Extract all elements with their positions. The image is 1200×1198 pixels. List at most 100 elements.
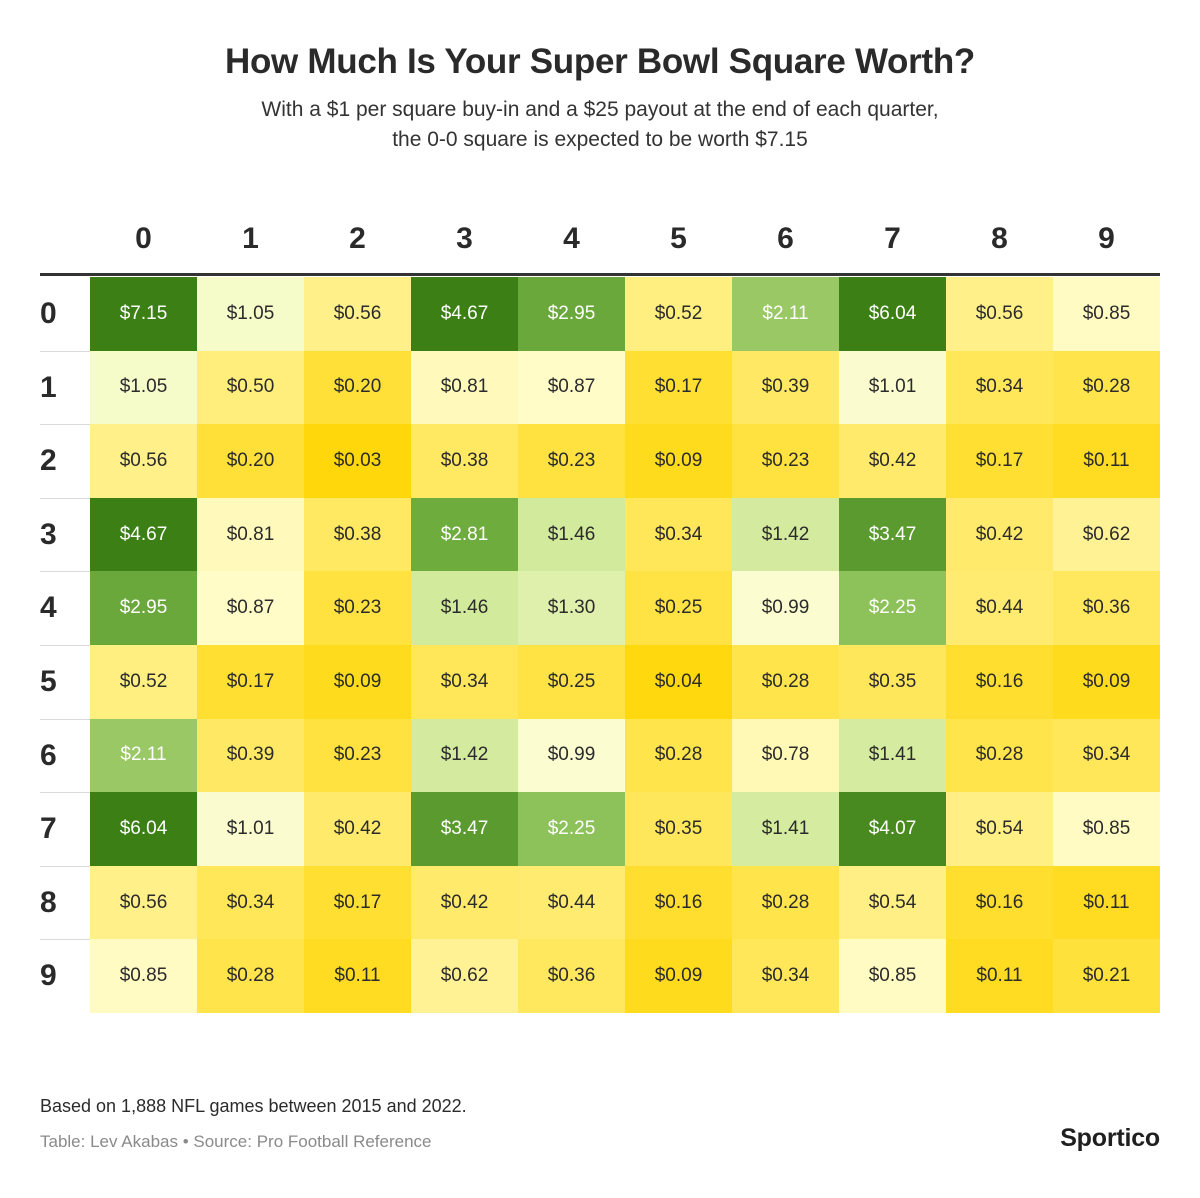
heatmap-cell: $0.17 — [304, 865, 411, 940]
row-divider — [40, 424, 90, 426]
heatmap-cell: $0.44 — [946, 571, 1053, 645]
heatmap-cell: $0.28 — [625, 718, 732, 793]
sportico-logo: Sportico — [1060, 1124, 1160, 1152]
column-header-5: 5 — [670, 222, 687, 255]
heatmap-cell: $0.39 — [197, 718, 304, 793]
row-header-3: 3 — [40, 517, 57, 551]
heatmap-cell: $0.44 — [518, 865, 625, 940]
heatmap-cell: $2.25 — [839, 571, 946, 645]
heatmap-cell: $2.95 — [90, 571, 197, 645]
heatmap-cell: $2.95 — [518, 277, 625, 351]
heatmap-cell: $0.28 — [1053, 350, 1160, 425]
row-divider — [40, 792, 90, 794]
row-header-5: 5 — [40, 665, 57, 698]
heatmap-cell: $3.47 — [411, 792, 518, 866]
heatmap-cell: $0.85 — [1053, 277, 1160, 351]
heatmap-cell: $2.11 — [90, 718, 197, 793]
chart-subtitle: With a $1 per square buy-in and a $25 pa… — [0, 95, 1200, 155]
heatmap-cell: $0.81 — [197, 497, 304, 572]
heatmap-cell: $0.42 — [304, 792, 411, 866]
column-header-8: 8 — [991, 222, 1008, 255]
heatmap-cell: $0.42 — [839, 424, 946, 498]
column-header-4: 4 — [563, 222, 580, 255]
heatmap-cell: $0.87 — [518, 350, 625, 425]
heatmap-cell: $0.85 — [90, 939, 197, 1013]
row-divider — [40, 718, 90, 720]
heatmap-cell: $1.05 — [197, 277, 304, 351]
heatmap-cell: $0.23 — [732, 424, 839, 498]
heatmap-cell: $2.81 — [411, 497, 518, 572]
column-header-2: 2 — [349, 222, 366, 255]
heatmap-cell: $1.05 — [90, 350, 197, 425]
column-header-rule — [40, 273, 1160, 276]
heatmap-cell: $6.04 — [839, 277, 946, 351]
row-divider — [40, 350, 90, 352]
heatmap-cell: $1.42 — [732, 497, 839, 572]
heatmap-cell: $3.47 — [839, 497, 946, 572]
heatmap-cell: $0.52 — [90, 645, 197, 719]
heatmap-cell: $0.11 — [1053, 865, 1160, 940]
heatmap-cell: $0.54 — [839, 865, 946, 940]
heatmap-cell: $0.16 — [625, 865, 732, 940]
source-credit: Table: Lev Akabas • Source: Pro Football… — [40, 1132, 432, 1151]
heatmap-cell: $0.56 — [304, 277, 411, 351]
footnote: Based on 1,888 NFL games between 2015 an… — [40, 1096, 467, 1116]
heatmap-cell: $0.50 — [197, 350, 304, 425]
heatmap-cell: $0.81 — [411, 350, 518, 425]
heatmap-cell: $0.42 — [946, 497, 1053, 572]
heatmap-cell: $0.35 — [839, 645, 946, 719]
heatmap-cell: $6.04 — [90, 792, 197, 866]
heatmap-cell: $4.67 — [90, 497, 197, 572]
heatmap-cell: $0.99 — [518, 718, 625, 793]
row-header-8: 8 — [40, 885, 57, 919]
heatmap-cell: $0.03 — [304, 424, 411, 498]
heatmap-cell: $0.39 — [732, 350, 839, 425]
heatmap-cell: $7.15 — [90, 277, 197, 351]
heatmap-cell: $0.85 — [839, 939, 946, 1013]
row-divider — [40, 645, 90, 646]
heatmap-cell: $0.28 — [946, 718, 1053, 793]
heatmap-cell: $1.41 — [839, 718, 946, 793]
heatmap-cell: $1.46 — [411, 571, 518, 645]
heatmap-cell: $1.41 — [732, 792, 839, 866]
heatmap-cell: $0.78 — [732, 718, 839, 793]
row-divider — [40, 571, 90, 573]
heatmap-cell: $0.34 — [946, 350, 1053, 425]
heatmap-cell: $0.34 — [197, 865, 304, 940]
heatmap-cell: $0.35 — [625, 792, 732, 866]
heatmap-cell: $0.16 — [946, 865, 1053, 940]
heatmap-cell: $0.56 — [90, 865, 197, 940]
heatmap-cell: $0.99 — [732, 571, 839, 645]
column-header-6: 6 — [777, 222, 794, 255]
row-divider — [40, 497, 90, 499]
heatmap-cell: $0.34 — [625, 497, 732, 572]
heatmap-cell: $0.28 — [197, 939, 304, 1013]
heatmap-cell: $0.17 — [946, 424, 1053, 498]
heatmap-cell: $0.52 — [625, 277, 732, 351]
subtitle-line-2: the 0-0 square is expected to be worth $… — [392, 128, 808, 151]
chart-title: How Much Is Your Super Bowl Square Worth… — [225, 42, 975, 81]
row-header-9: 9 — [40, 959, 57, 993]
heatmap-cell: $0.17 — [197, 645, 304, 719]
column-header-0: 0 — [135, 222, 152, 255]
heatmap-cell: $1.42 — [411, 718, 518, 793]
heatmap-cell: $0.34 — [732, 939, 839, 1013]
row-header-7: 7 — [40, 812, 57, 846]
row-header-4: 4 — [40, 591, 57, 625]
heatmap-cell: $0.11 — [946, 939, 1053, 1013]
column-header-3: 3 — [456, 222, 473, 255]
subtitle-line-1: With a $1 per square buy-in and a $25 pa… — [261, 98, 939, 121]
heatmap-cell: $4.07 — [839, 792, 946, 866]
heatmap-cell: $0.21 — [1053, 939, 1160, 1013]
heatmap-cell: $1.01 — [839, 350, 946, 425]
heatmap-cell: $0.28 — [732, 645, 839, 719]
row-header-1: 1 — [40, 370, 57, 404]
heatmap-cell: $1.01 — [197, 792, 304, 866]
heatmap-cell: $0.85 — [1053, 792, 1160, 866]
column-header-1: 1 — [242, 222, 259, 255]
heatmap-cell: $0.87 — [197, 571, 304, 645]
row-divider — [40, 865, 90, 867]
heatmap-cell: $0.54 — [946, 792, 1053, 866]
heatmap-cell: $0.62 — [1053, 497, 1160, 572]
heatmap-cell: $1.46 — [518, 497, 625, 572]
